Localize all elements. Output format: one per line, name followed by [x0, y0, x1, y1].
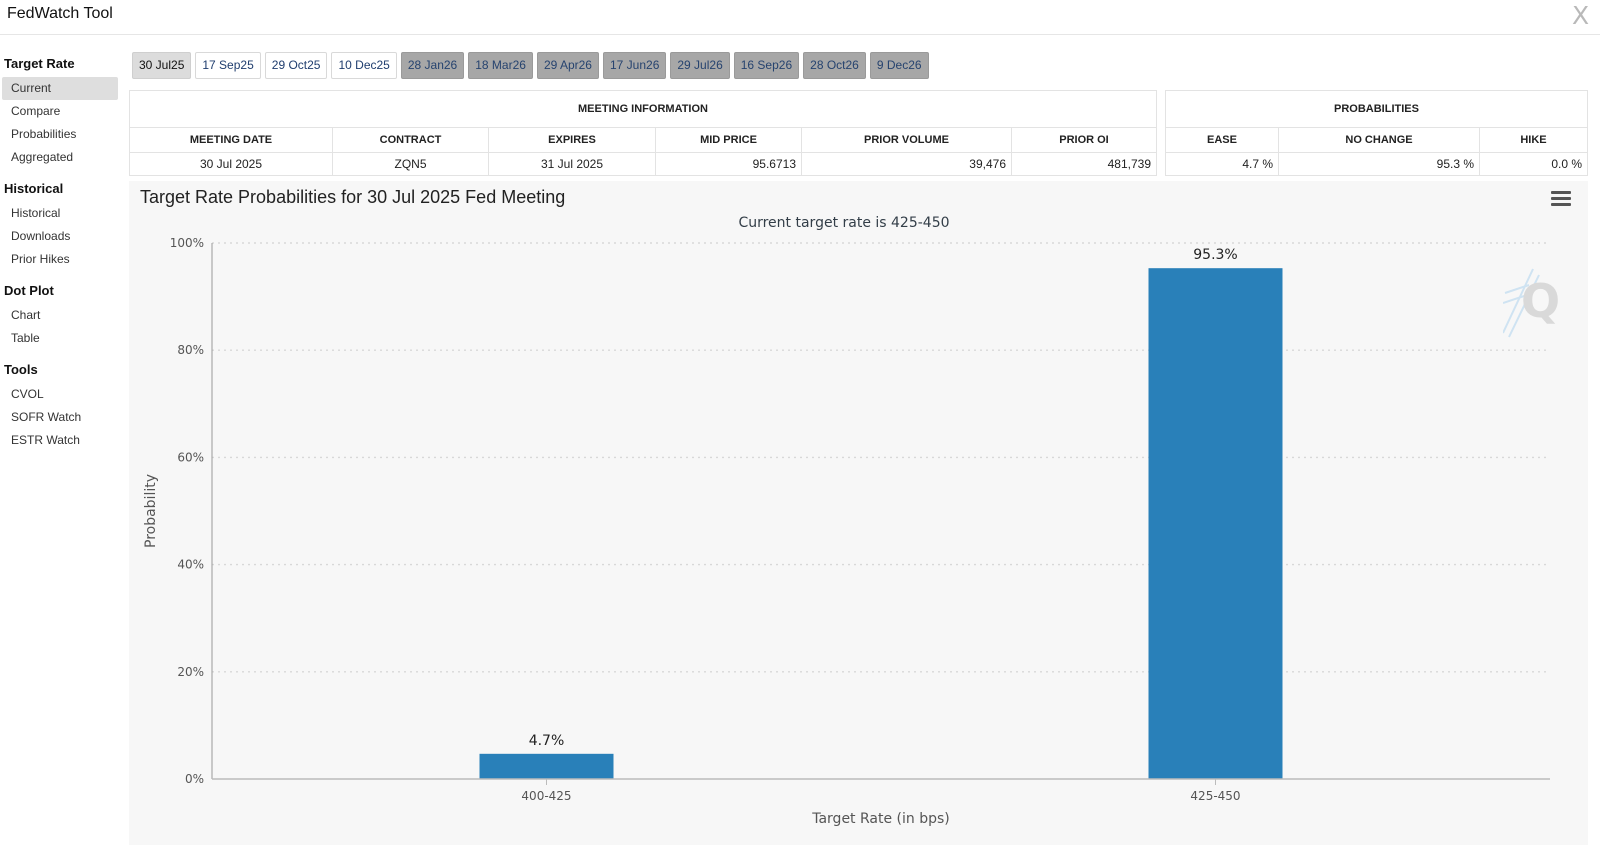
ease-value: 4.7 % [1165, 152, 1279, 176]
bar-chart: Current target rate is 425-450 4.7% 95.3%… [143, 215, 1550, 827]
sidebar: Target Rate Current Compare Probabilities Ag… [0, 48, 120, 452]
svg-text:Q: Q [1521, 274, 1560, 328]
sidebar-item-chart[interactable]: Chart [11, 308, 41, 322]
y-tick-label: 0% [185, 772, 204, 786]
data-label: 95.3% [1193, 247, 1237, 263]
prior-volume-value: 39,476 [801, 152, 1012, 176]
col-meeting-date: MEETING DATE [129, 127, 333, 153]
y-tick-label: 40% [177, 558, 204, 572]
col-mid-price: MID PRICE [655, 127, 802, 153]
bar-425-450 [1148, 268, 1283, 779]
y-tick-label: 80% [177, 343, 204, 357]
sidebar-item-current[interactable]: Current [2, 77, 118, 100]
x-tick-label: 425-450 [1190, 789, 1240, 803]
x-axis-title: Target Rate (in bps) [811, 811, 950, 827]
chart-title: Target Rate Probabilities for 30 Jul 202… [140, 187, 566, 207]
tab-29-jul26[interactable]: 29 Jul26 [670, 52, 730, 79]
sidebar-item-table[interactable]: Table [11, 331, 40, 345]
sidebar-section-historical: Historical [4, 181, 64, 196]
y-tick-label: 60% [177, 450, 204, 464]
sidebar-item-sofr-watch[interactable]: SOFR Watch [11, 410, 82, 424]
mid-price-value: 95.6713 [655, 152, 802, 176]
y-tick-label: 100% [170, 236, 204, 250]
chart-subtitle: Current target rate is 425-450 [738, 215, 949, 231]
app-title: FedWatch Tool [7, 5, 113, 22]
col-no-change: NO CHANGE [1278, 127, 1480, 153]
hike-value: 0.0 % [1479, 152, 1588, 176]
table-row: 4.7 % 95.3 % 0.0 % [1165, 152, 1588, 176]
meeting-information-caption: MEETING INFORMATION [129, 90, 1157, 128]
col-prior-oi: PRIOR OI [1011, 127, 1157, 153]
sidebar-item-cvol[interactable]: CVOL [11, 387, 44, 401]
table-row: 30 Jul 2025 ZQN5 31 Jul 2025 95.6713 39,… [129, 152, 1157, 176]
tab-29-oct25[interactable]: 29 Oct25 [264, 52, 328, 79]
col-contract: CONTRACT [332, 127, 489, 153]
sidebar-item-downloads[interactable]: Downloads [11, 229, 71, 243]
tab-17-jun26[interactable]: 17 Jun26 [602, 52, 667, 79]
col-hike: HIKE [1479, 127, 1588, 153]
tab-16-sep26[interactable]: 16 Sep26 [733, 52, 800, 79]
bar-400-425 [479, 753, 614, 779]
sidebar-item-compare[interactable]: Compare [11, 104, 61, 118]
tab-28-oct26[interactable]: 28 Oct26 [803, 52, 866, 79]
probabilities-table: PROBABILITIES EASE NO CHANGE HIKE 4.7 % … [1165, 90, 1588, 176]
tab-29-apr26[interactable]: 29 Apr26 [536, 52, 599, 79]
no-change-value: 95.3 % [1278, 152, 1480, 176]
sidebar-item-estr-watch[interactable]: ESTR Watch [11, 433, 80, 447]
x-tick-label: 400-425 [521, 789, 571, 803]
close-icon[interactable]: X [1572, 1, 1590, 30]
tab-17-sep25[interactable]: 17 Sep25 [195, 52, 261, 79]
hamburger-menu-icon[interactable] [1551, 191, 1571, 207]
sidebar-section-tools: Tools [4, 362, 38, 377]
q-logo-icon: Q [1503, 268, 1560, 338]
col-ease: EASE [1165, 127, 1279, 153]
data-label: 4.7% [529, 733, 565, 749]
expires-value: 31 Jul 2025 [488, 152, 656, 176]
meeting-information-table: MEETING INFORMATION MEETING DATE CONTRAC… [129, 90, 1157, 176]
y-tick-label: 20% [177, 665, 204, 679]
tab-18-mar26[interactable]: 18 Mar26 [468, 52, 533, 79]
probabilities-caption: PROBABILITIES [1165, 90, 1588, 128]
chart-panel: Target Rate Probabilities for 30 Jul 202… [129, 181, 1588, 845]
tab-10-dec25[interactable]: 10 Dec25 [331, 52, 397, 79]
meeting-date-value: 30 Jul 2025 [129, 152, 333, 176]
y-axis-title: Probability [143, 474, 159, 548]
sidebar-item-aggregated[interactable]: Aggregated [11, 150, 74, 164]
prior-oi-value: 481,739 [1011, 152, 1157, 176]
sidebar-section-dot-plot: Dot Plot [4, 283, 54, 298]
title-bar: FedWatch Tool X [0, 0, 1600, 35]
sidebar-item-probabilities[interactable]: Probabilities [11, 127, 77, 141]
tab-9-dec26[interactable]: 9 Dec26 [869, 52, 929, 79]
tab-28-jan26[interactable]: 28 Jan26 [400, 52, 465, 79]
sidebar-item-prior-hikes[interactable]: Prior Hikes [11, 252, 70, 266]
col-prior-volume: PRIOR VOLUME [801, 127, 1012, 153]
contract-value: ZQN5 [332, 152, 489, 176]
col-expires: EXPIRES [488, 127, 656, 153]
tab-30-jul25[interactable]: 30 Jul25 [132, 52, 192, 79]
meeting-date-tabs: 30 Jul25 17 Sep25 29 Oct25 10 Dec25 28 Jan26… [132, 52, 929, 79]
sidebar-section-target-rate: Target Rate [4, 56, 75, 71]
sidebar-item-historical[interactable]: Historical [11, 206, 61, 220]
